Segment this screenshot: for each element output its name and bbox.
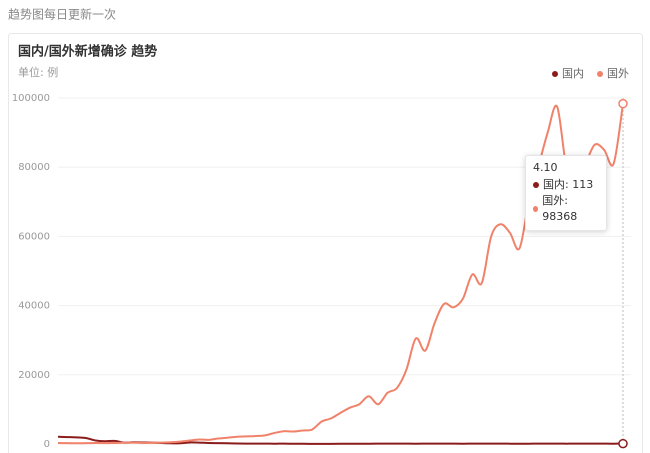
y-tick-label: 20000 bbox=[18, 370, 50, 381]
tooltip-row: 国内: 113 bbox=[533, 177, 599, 193]
page-note: 趋势图每日更新一次 bbox=[8, 7, 116, 22]
y-tick-label: 0 bbox=[44, 439, 50, 450]
tooltip: 4.10 国内: 113 国外: 98368 bbox=[525, 155, 607, 231]
card bbox=[8, 33, 643, 453]
tooltip-title: 4.10 bbox=[533, 161, 558, 174]
legend-marker bbox=[597, 71, 603, 77]
y-tick-label: 40000 bbox=[18, 301, 50, 312]
tooltip-marker bbox=[533, 206, 539, 212]
tooltip-row: 国外: 98368 bbox=[533, 193, 599, 225]
chart-title: 国内/国外新增确诊 趋势 bbox=[18, 44, 157, 60]
legend-marker bbox=[552, 71, 558, 77]
legend-label: 国内 bbox=[562, 66, 584, 80]
end-point bbox=[618, 98, 628, 109]
y-tick-label: 80000 bbox=[18, 162, 50, 173]
legend-label: 国外 bbox=[607, 67, 629, 80]
tooltip-item: 国内: 113 bbox=[543, 178, 594, 191]
tooltip-item: 国外: 98368 bbox=[542, 194, 578, 223]
y-tick-label: 60000 bbox=[18, 231, 50, 242]
y-tick-label: 100000 bbox=[12, 93, 50, 104]
end-point bbox=[618, 438, 628, 449]
tooltip-marker bbox=[533, 182, 539, 188]
unit-label: 单位: 例 bbox=[18, 65, 58, 79]
